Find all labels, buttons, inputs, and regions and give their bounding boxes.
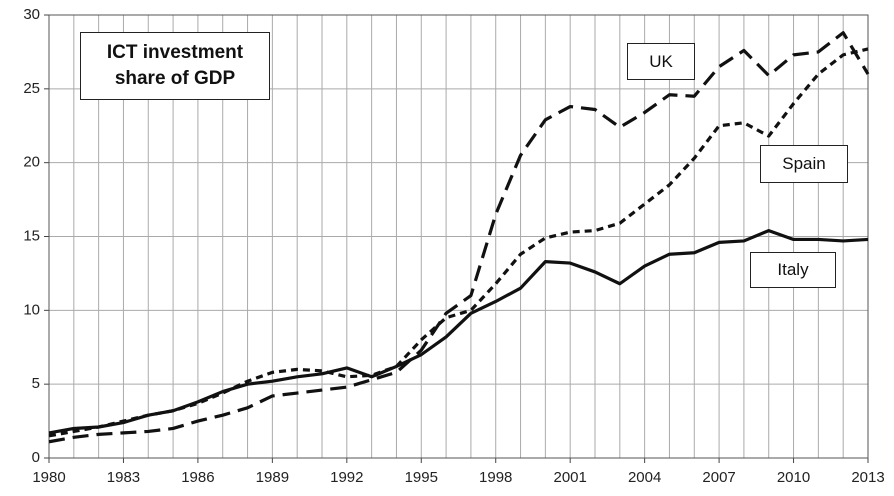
y-tick-label: 15: [23, 227, 40, 244]
y-tick-label: 30: [23, 6, 40, 23]
x-tick-label: 2013: [851, 469, 884, 486]
x-tick-label: 1998: [479, 469, 512, 486]
chart-title: ICT investment share of GDP: [80, 32, 270, 100]
y-tick-label: 0: [32, 449, 40, 466]
x-tick-label: 1989: [256, 469, 289, 486]
y-tick-label: 10: [23, 301, 40, 318]
series-line: [48, 47, 869, 438]
legend-label: UK: [627, 43, 695, 80]
y-tick-label: 20: [23, 154, 40, 171]
x-tick-label: 1983: [107, 469, 140, 486]
series-line: [48, 31, 870, 444]
x-tick-label: 2004: [628, 469, 661, 486]
legend-label: Spain: [760, 145, 848, 183]
x-tick-label: 1986: [181, 469, 214, 486]
y-tick-label: 5: [32, 375, 40, 392]
x-tick-label: 1980: [32, 469, 65, 486]
legend-label: Italy: [750, 252, 836, 288]
x-tick-label: 2001: [553, 469, 586, 486]
x-tick-label: 2007: [702, 469, 735, 486]
plot-border: [48, 14, 869, 459]
x-tick-label: 1995: [405, 469, 438, 486]
series-line: [48, 228, 869, 435]
x-tick-label: 1992: [330, 469, 363, 486]
x-tick-label: 2010: [777, 469, 810, 486]
y-tick-label: 25: [23, 80, 40, 97]
